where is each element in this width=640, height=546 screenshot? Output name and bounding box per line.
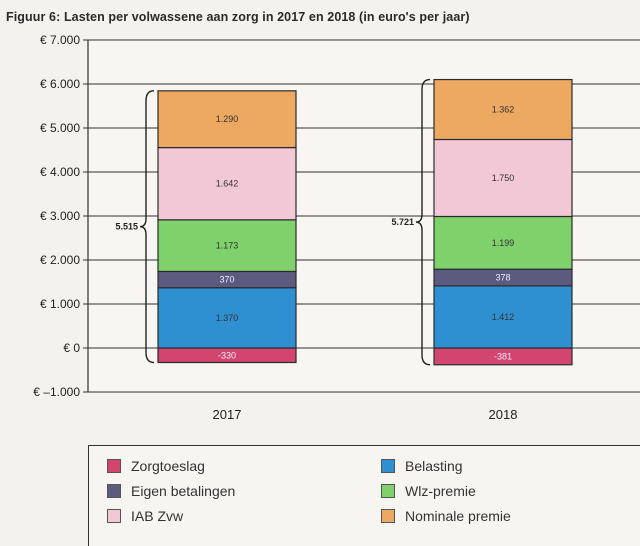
chart-title: Figuur 6: Lasten per volwassene aan zorg… — [6, 10, 470, 24]
legend-label: Nominale premie — [405, 508, 511, 524]
y-tick-label: € 2.000 — [40, 253, 80, 267]
y-tick-label: € 6.000 — [40, 77, 80, 91]
bar-segment-nominale-premie-2018 — [433, 78, 573, 141]
y-tick-label: € 5.000 — [40, 121, 80, 135]
bar-segment-nominale-premie-2017 — [157, 90, 297, 149]
bar-segment-iab-zvw-2018 — [433, 138, 573, 218]
total-brace — [139, 90, 155, 364]
legend-label: Wlz-premie — [405, 483, 476, 499]
legend-item-eigen-betalingen: Eigen betalingen — [107, 483, 235, 499]
data-label: -330 — [218, 350, 236, 360]
data-label: -381 — [494, 351, 512, 361]
legend-item-zorgtoeslag: Zorgtoeslag — [107, 458, 205, 474]
data-label: 1.370 — [216, 313, 239, 323]
y-tick-label: € 3.000 — [40, 209, 80, 223]
chart-legend: Zorgtoeslag Eigen betalingen IAB Zvw Bel… — [88, 445, 640, 546]
y-tick-label: € 4.000 — [40, 165, 80, 179]
legend-label: Belasting — [405, 458, 463, 474]
legend-item-belasting: Belasting — [381, 458, 463, 474]
y-tick-label: € 0 — [63, 341, 80, 355]
data-label: 378 — [495, 273, 510, 283]
legend-swatch — [107, 509, 121, 523]
data-label: 1.290 — [216, 114, 239, 124]
x-tick-label: 2018 — [489, 407, 518, 422]
legend-label: Eigen betalingen — [131, 483, 236, 499]
data-label: 1.173 — [216, 241, 239, 251]
legend-swatch — [381, 509, 395, 523]
data-label: 1.642 — [216, 179, 239, 189]
y-tick-label: € –1.000 — [33, 385, 80, 399]
y-tick-label: € 7.000 — [40, 33, 80, 47]
data-label: 1.362 — [492, 105, 515, 115]
data-label: 1.412 — [492, 312, 515, 322]
data-label: 1.750 — [492, 173, 515, 183]
data-label: 1.199 — [492, 238, 515, 248]
legend-swatch — [107, 484, 121, 498]
x-tick-label: 2017 — [213, 407, 242, 422]
bar-segment-belasting-2018 — [433, 285, 573, 349]
total-label: 5.515 — [115, 222, 138, 232]
y-tick-label: € 1.000 — [40, 297, 80, 311]
legend-swatch — [381, 459, 395, 473]
legend-item-iab-zvw: IAB Zvw — [107, 508, 183, 524]
stacked-bar-chart: € –1.000 € 0 € 1.000 € 2.000 € 3.000 € 4.000 €… — [33, 33, 640, 422]
total-brace — [415, 78, 431, 366]
legend-label: IAB Zvw — [131, 508, 184, 524]
total-label: 5.721 — [391, 217, 414, 227]
legend-swatch — [381, 484, 395, 498]
legend-item-nominale-premie: Nominale premie — [381, 508, 511, 524]
bar-segment-iab-zvw-2017 — [157, 146, 297, 221]
legend-item-wlz-premie: Wlz-premie — [381, 483, 476, 499]
bar-segment-wlz-premie-2018 — [433, 215, 573, 270]
data-label: 370 — [219, 275, 234, 285]
legend-label: Zorgtoeslag — [131, 458, 205, 474]
legend-swatch — [107, 459, 121, 473]
